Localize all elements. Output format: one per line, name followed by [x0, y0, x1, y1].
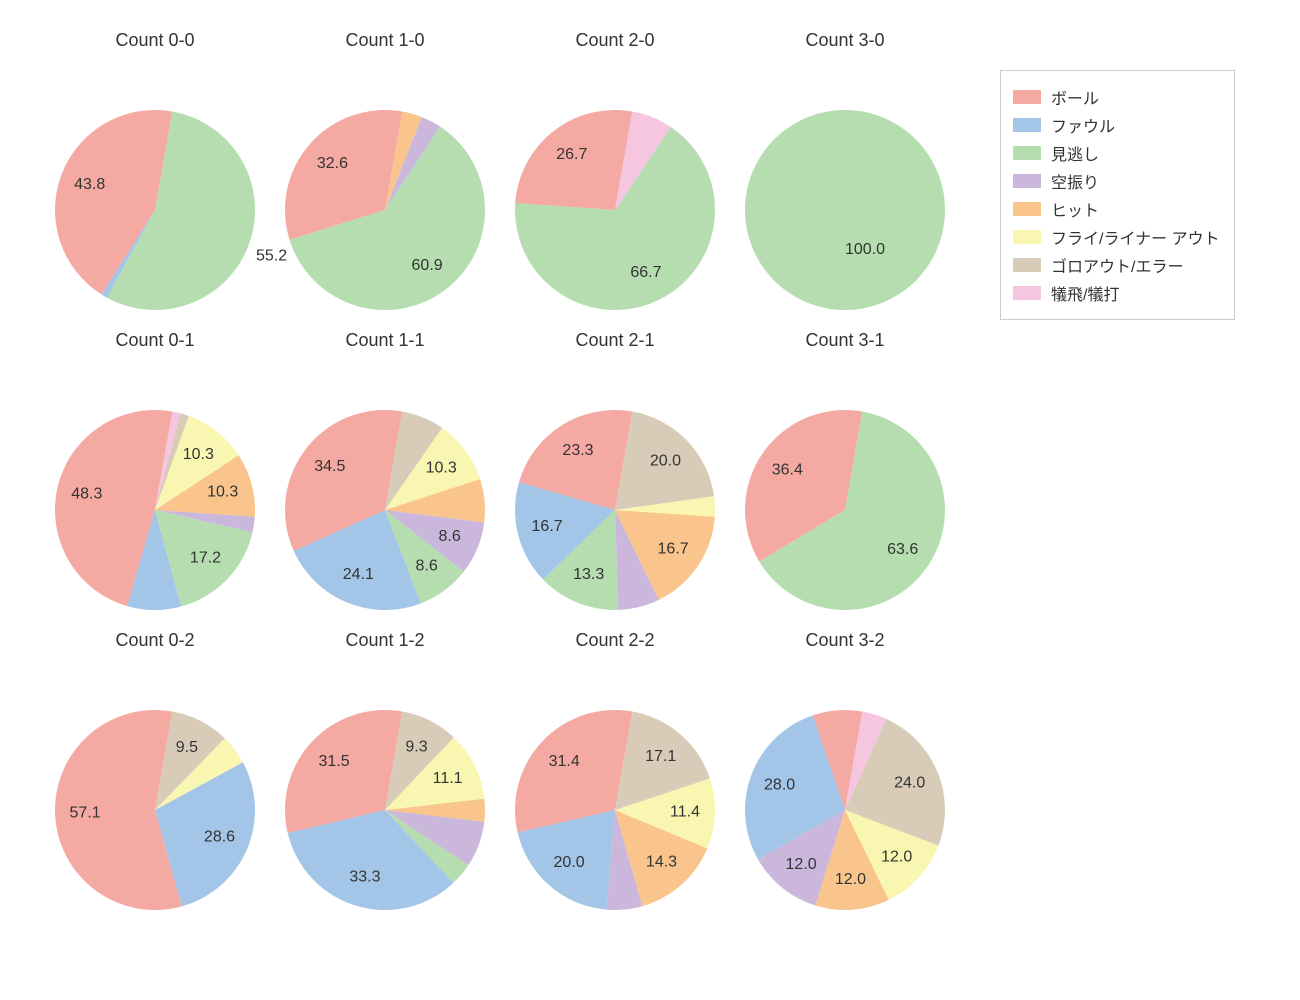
slice-label: 66.7 — [630, 264, 661, 281]
slice-label: 12.0 — [881, 848, 912, 865]
pie-chart: Count 3-0 100.0 — [730, 30, 960, 330]
slice-label: 17.2 — [190, 550, 221, 567]
slice-label: 8.6 — [415, 558, 437, 575]
slice-label: 24.1 — [343, 566, 374, 583]
pie-chart: Count 3-2 28.0 12.0 12.0 12.0 24.0 — [730, 630, 960, 930]
chart-title: Count 1-1 — [270, 330, 500, 351]
chart-title: Count 0-2 — [40, 630, 270, 651]
legend-swatch — [1013, 90, 1041, 104]
legend-swatch — [1013, 118, 1041, 132]
legend-label: ゴロアウト/エラー — [1051, 253, 1183, 277]
legend-label: 空振り — [1051, 169, 1099, 193]
slice-label: 34.5 — [314, 458, 345, 475]
slice-label: 63.6 — [887, 541, 918, 558]
legend-label: ファウル — [1051, 113, 1115, 137]
legend-swatch — [1013, 174, 1041, 188]
slice-label: 100.0 — [845, 241, 885, 258]
chart-title: Count 3-2 — [730, 630, 960, 651]
slice-label: 14.3 — [646, 854, 677, 871]
slice-label: 23.3 — [562, 442, 593, 459]
legend-swatch — [1013, 258, 1041, 272]
legend-item: 空振り — [1013, 169, 1220, 193]
slice-label: 60.9 — [412, 257, 443, 274]
slice-label: 10.3 — [426, 459, 457, 476]
legend-item: 犠飛/犠打 — [1013, 281, 1220, 305]
legend-swatch — [1013, 146, 1041, 160]
chart-title: Count 3-1 — [730, 330, 960, 351]
legend-swatch — [1013, 230, 1041, 244]
pie-svg: 36.4 63.6 — [685, 350, 1005, 670]
slice-label: 24.0 — [894, 775, 925, 792]
chart-title: Count 0-0 — [40, 30, 270, 51]
slice-label: 31.5 — [319, 753, 350, 770]
legend: ボールファウル見逃し空振りヒットフライ/ライナー アウトゴロアウト/エラー犠飛/… — [1000, 70, 1235, 320]
slice-label: 33.3 — [349, 868, 380, 885]
legend-item: フライ/ライナー アウト — [1013, 225, 1220, 249]
legend-label: 見逃し — [1051, 141, 1099, 165]
slice-label: 9.3 — [405, 739, 427, 756]
pie-svg: 100.0 — [685, 50, 1005, 370]
legend-item: ゴロアウト/エラー — [1013, 253, 1220, 277]
legend-item: ファウル — [1013, 113, 1220, 137]
slice-label: 43.8 — [74, 176, 105, 193]
slice-label: 9.5 — [176, 739, 198, 756]
chart-title: Count 0-1 — [40, 330, 270, 351]
legend-item: 見逃し — [1013, 141, 1220, 165]
slice-label: 32.6 — [317, 155, 348, 172]
slice-label: 57.1 — [70, 805, 101, 822]
pie-slice — [745, 110, 945, 310]
slice-label: 28.0 — [764, 776, 795, 793]
pie-chart: Count 3-1 36.4 63.6 — [730, 330, 960, 630]
chart-title: Count 1-2 — [270, 630, 500, 651]
pie-svg: 28.0 12.0 12.0 12.0 24.0 — [685, 650, 1005, 970]
chart-title: Count 2-0 — [500, 30, 730, 51]
chart-title: Count 2-1 — [500, 330, 730, 351]
slice-label: 20.0 — [650, 453, 681, 470]
slice-label: 10.3 — [183, 446, 214, 463]
slice-label: 36.4 — [772, 462, 803, 479]
chart-title: Count 1-0 — [270, 30, 500, 51]
legend-item: ボール — [1013, 85, 1220, 109]
legend-label: ボール — [1051, 85, 1099, 109]
slice-label: 48.3 — [71, 485, 102, 502]
slice-label: 26.7 — [556, 146, 587, 163]
chart-title: Count 3-0 — [730, 30, 960, 51]
legend-label: 犠飛/犠打 — [1051, 281, 1119, 305]
legend-swatch — [1013, 202, 1041, 216]
pie-grid-figure: Count 0-043.855.2Count 1-032.660.9Count … — [0, 0, 1300, 1000]
legend-swatch — [1013, 286, 1041, 300]
slice-label: 20.0 — [554, 854, 585, 871]
slice-label: 12.0 — [835, 871, 866, 888]
slice-label: 17.1 — [645, 748, 676, 765]
legend-label: ヒット — [1051, 197, 1099, 221]
slice-label: 12.0 — [786, 856, 817, 873]
chart-title: Count 2-2 — [500, 630, 730, 651]
legend-label: フライ/ライナー アウト — [1051, 225, 1220, 249]
slice-label: 13.3 — [573, 566, 604, 583]
slice-label: 16.7 — [532, 518, 563, 535]
slice-label: 31.4 — [549, 753, 580, 770]
legend-item: ヒット — [1013, 197, 1220, 221]
